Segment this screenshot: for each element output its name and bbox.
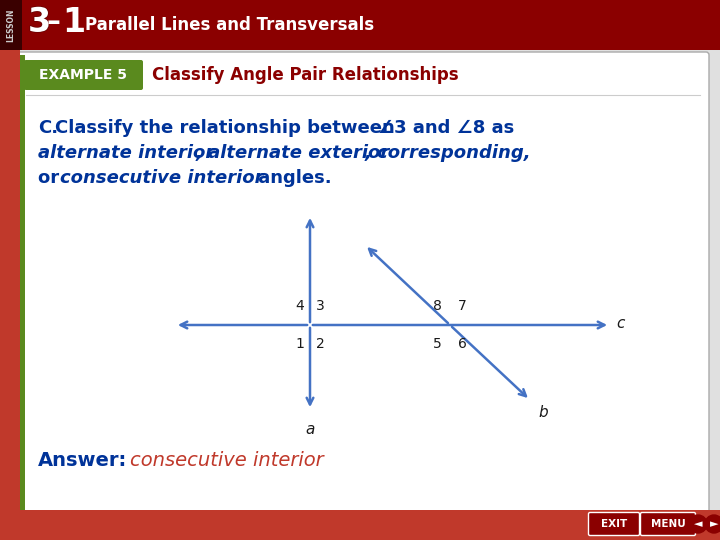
Text: a: a [305,422,315,437]
Text: b: b [538,405,548,420]
FancyBboxPatch shape [24,60,143,90]
Text: 1: 1 [295,337,304,351]
Text: 2: 2 [316,337,325,351]
Text: alternate interior: alternate interior [38,144,215,162]
FancyBboxPatch shape [588,512,639,536]
Circle shape [705,515,720,533]
FancyBboxPatch shape [641,512,696,536]
Text: 3: 3 [28,5,51,38]
Text: c: c [616,315,624,330]
Text: 4: 4 [295,299,304,313]
Bar [0,510,720,540]
Text: ◄: ◄ [694,519,702,529]
Text: EXIT: EXIT [601,519,627,529]
Text: or: or [38,169,66,187]
Bar [20,55,25,517]
Text: Classify the relationship between: Classify the relationship between [55,119,401,137]
Text: 1: 1 [62,5,85,38]
Text: –: – [46,8,60,36]
Text: 6: 6 [458,337,467,351]
Text: 7: 7 [458,299,467,313]
Text: LESSON: LESSON [6,8,16,42]
Text: C.: C. [38,119,58,137]
Text: EXAMPLE 5: EXAMPLE 5 [39,68,127,82]
Text: consecutive interior: consecutive interior [130,450,323,469]
Text: Classify Angle Pair Relationships: Classify Angle Pair Relationships [152,66,459,84]
Circle shape [689,515,707,533]
Bar [0,0,22,50]
Text: ►: ► [710,519,719,529]
Text: Parallel Lines and Transversals: Parallel Lines and Transversals [85,16,374,34]
Text: Answer:: Answer: [38,450,127,469]
Text: consecutive interior: consecutive interior [60,169,264,187]
Bar [0,50,20,515]
FancyBboxPatch shape [15,52,709,520]
Bar [0,0,720,50]
Text: MENU: MENU [651,519,685,529]
Text: ∠3 and ∠8 as: ∠3 and ∠8 as [378,119,514,137]
Text: angles.: angles. [252,169,332,187]
Text: , corresponding,: , corresponding, [365,144,531,162]
Text: 8: 8 [433,299,442,313]
Text: 3: 3 [316,299,325,313]
Text: , alternate exterior: , alternate exterior [196,144,390,162]
Text: 5: 5 [433,337,442,351]
